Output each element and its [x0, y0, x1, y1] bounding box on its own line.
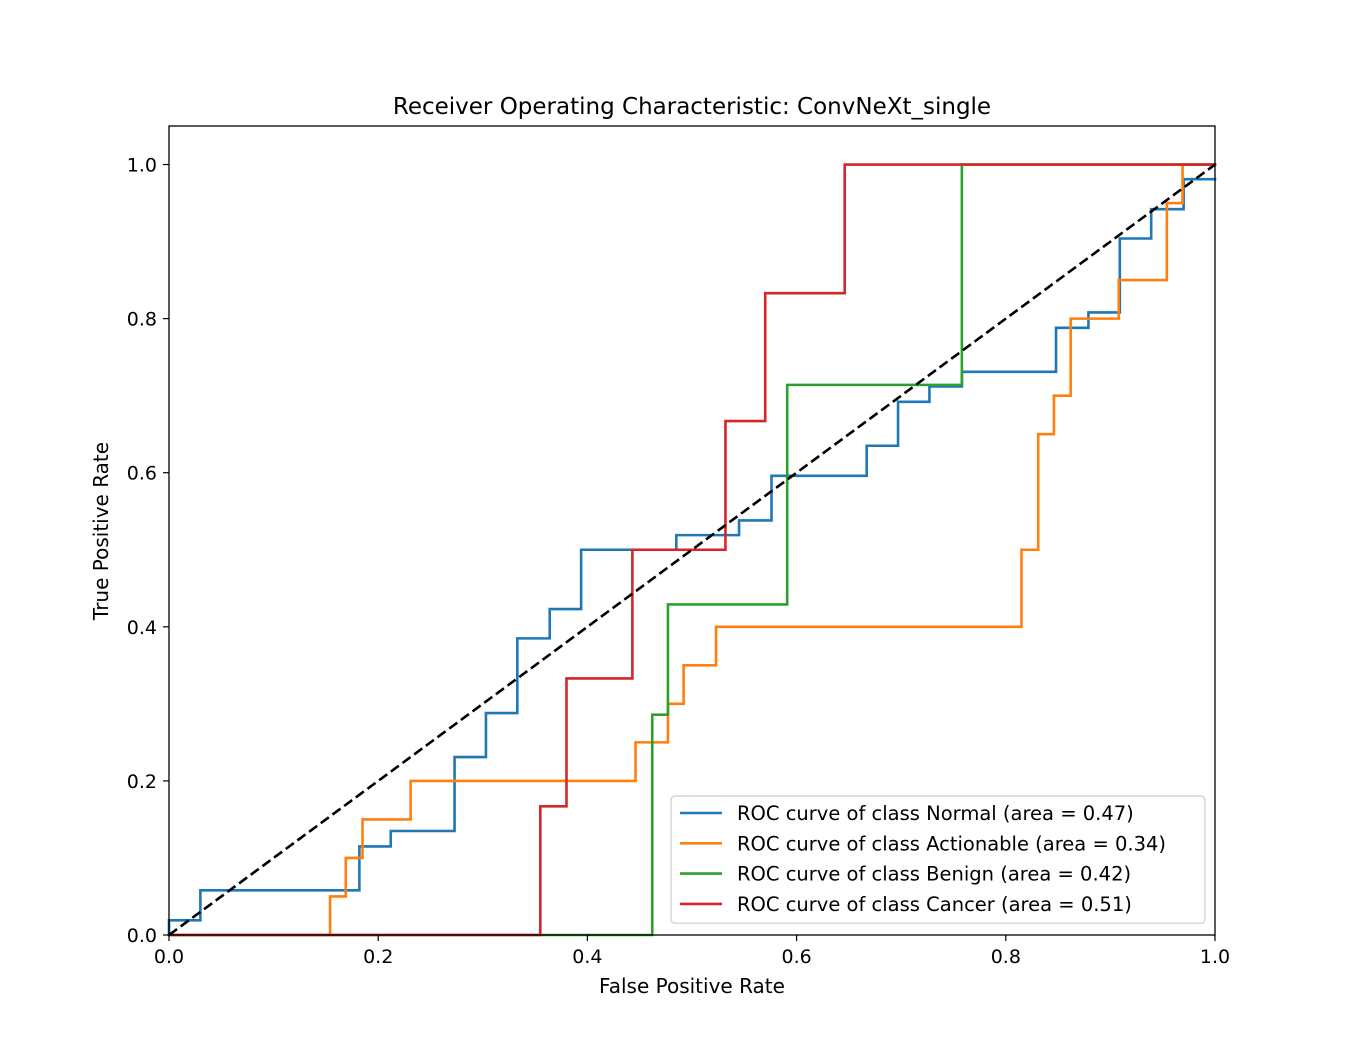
y-axis-label: True Positive Rate — [89, 442, 113, 621]
y-tick-label: 0.2 — [127, 771, 157, 793]
plot-frame — [168, 125, 1216, 936]
chart-title: Receiver Operating Characteristic: ConvN… — [393, 94, 991, 120]
y-tick-label: 0.6 — [127, 463, 157, 485]
chance-diagonal-line — [168, 163, 1216, 937]
legend: ROC curve of class Normal (area = 0.47) R… — [670, 795, 1206, 924]
x-tick-label: 0.6 — [781, 946, 811, 968]
legend-entry-3: ROC curve of class Cancer (area = 0.51) — [737, 893, 1132, 916]
x-axis: 0.0 0.2 0.4 0.6 0.8 1.0 — [154, 935, 1230, 968]
legend-entry-0: ROC curve of class Normal (area = 0.47) — [737, 802, 1134, 825]
series-line-3 — [167, 163, 1217, 937]
x-tick-label: 0.8 — [991, 946, 1021, 968]
x-tick-label: 0.0 — [154, 946, 184, 968]
y-tick-label: 0.0 — [127, 925, 157, 947]
y-tick-label: 0.4 — [127, 617, 157, 639]
x-tick-label: 1.0 — [1200, 946, 1230, 968]
legend-entry-2: ROC curve of class Benign (area = 0.42) — [737, 863, 1131, 886]
series-layer — [167, 163, 1217, 937]
series-line-1 — [167, 163, 1217, 937]
x-axis-label: False Positive Rate — [599, 974, 785, 998]
legend-box — [670, 795, 1206, 924]
x-tick-label: 0.2 — [363, 946, 393, 968]
y-axis: 0.0 0.2 0.4 0.6 0.8 1.0 — [127, 155, 169, 947]
y-tick-label: 0.8 — [127, 309, 157, 331]
y-tick-label: 1.0 — [127, 155, 157, 177]
series-line-2 — [167, 163, 1217, 937]
x-tick-label: 0.4 — [572, 946, 602, 968]
series-line-0 — [167, 177, 1217, 937]
legend-entry-1: ROC curve of class Actionable (area = 0.… — [737, 832, 1166, 855]
